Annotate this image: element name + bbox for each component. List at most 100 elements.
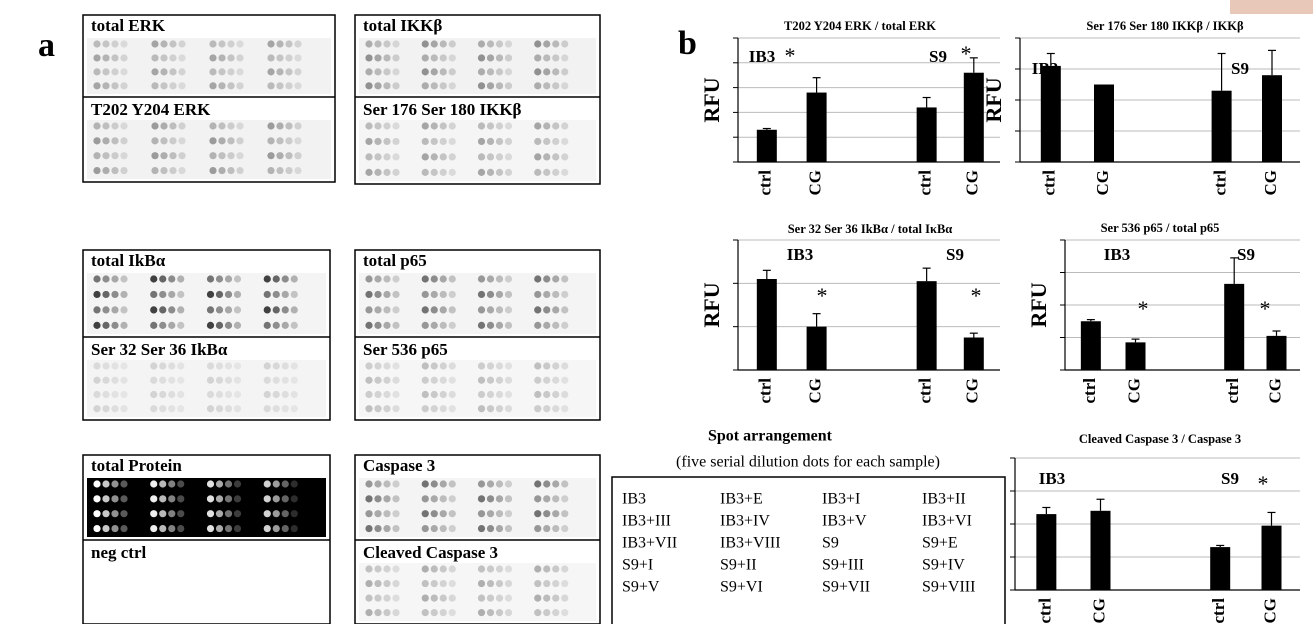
y-axis-label: RFU [981, 77, 1006, 122]
blot-dot [111, 306, 118, 313]
blot-dot [111, 54, 118, 61]
blot-dot [294, 82, 301, 89]
blot-dot [505, 480, 512, 487]
blot-dot [267, 122, 274, 129]
blot-dot [159, 405, 166, 412]
blot-dot [422, 362, 429, 369]
blot-dot [374, 405, 381, 412]
blot-dot [209, 152, 216, 159]
blot-dot [505, 138, 512, 145]
blot-label: T202 Y204 ERK [91, 100, 211, 119]
blot-dot [487, 377, 494, 384]
blot-dot [160, 122, 167, 129]
blot-dot [505, 525, 512, 532]
blot-dot [487, 153, 494, 160]
blot-dot [120, 405, 127, 412]
blot-dot [151, 152, 158, 159]
blot-dot [374, 594, 381, 601]
table-cell: S9+VIII [922, 579, 975, 596]
x-tick-label: CG [1265, 378, 1284, 404]
table-cell: S9+V [622, 579, 660, 596]
chart-title: T202 Y204 ERK / total ERK [784, 19, 936, 33]
blot-label: Cleaved Caspase 3 [363, 543, 498, 562]
blot-dot [159, 362, 166, 369]
blot-dot [93, 306, 100, 313]
blot-dot [111, 495, 118, 502]
blot-dot [216, 495, 223, 502]
bar [757, 279, 777, 370]
blot-dot [392, 609, 399, 616]
blot-dot [160, 54, 167, 61]
blot-dot [422, 54, 429, 61]
blot-label: Ser 176 Ser 180 IKKβ [363, 100, 522, 119]
panel-label: a [38, 27, 55, 64]
blot-dot [431, 153, 438, 160]
blot-dot [374, 480, 381, 487]
bar [807, 327, 827, 370]
blot-dot [478, 306, 485, 313]
blot-dot [225, 525, 232, 532]
blot-dot [449, 495, 456, 502]
blot-dot [383, 580, 390, 587]
blot-dot [374, 291, 381, 298]
blot-dot [150, 291, 157, 298]
blot-dot [431, 122, 438, 129]
blot-dot [225, 377, 232, 384]
blot-dot [225, 275, 232, 282]
blot-dot [422, 169, 429, 176]
bar [1267, 336, 1287, 370]
blot-dot [102, 306, 109, 313]
blot-dot [168, 405, 175, 412]
blot-dot [552, 291, 559, 298]
blot-dot [374, 122, 381, 129]
blot-dot [93, 275, 100, 282]
annotation: * [1138, 296, 1149, 321]
blot-dot [218, 40, 225, 47]
blot-dot [543, 54, 550, 61]
blot-dot [365, 40, 372, 47]
blot-dot [168, 480, 175, 487]
blot-dot [561, 153, 568, 160]
blot-dot [440, 54, 447, 61]
blot-dot [160, 152, 167, 159]
blot-dot [218, 82, 225, 89]
bar [1081, 321, 1101, 370]
blot-dot [440, 391, 447, 398]
blot-dot [267, 137, 274, 144]
blot-dot [487, 68, 494, 75]
blot-dot [449, 291, 456, 298]
blot-dot [374, 54, 381, 61]
blot-dot [534, 138, 541, 145]
blot-dot [374, 565, 381, 572]
blot-dot [273, 391, 280, 398]
blot-dot [273, 362, 280, 369]
blot-dot [543, 525, 550, 532]
blot-dot [496, 306, 503, 313]
blot-dot [449, 594, 456, 601]
blot-dot [561, 525, 568, 532]
blot-dot [216, 510, 223, 517]
blot-dot [282, 322, 289, 329]
blot-dot [431, 525, 438, 532]
blot-dot [449, 82, 456, 89]
blot-dot [392, 580, 399, 587]
bar [1094, 85, 1114, 163]
blot-dot [267, 82, 274, 89]
blot-dot [227, 68, 234, 75]
blot-dot [93, 510, 100, 517]
blot-dot [120, 525, 127, 532]
blot-dot [282, 525, 289, 532]
annotation: IB3 [787, 245, 813, 264]
blot-dot [478, 405, 485, 412]
blot-dot [159, 291, 166, 298]
blot-dot [392, 377, 399, 384]
blot-dot [218, 68, 225, 75]
blot-dot [365, 82, 372, 89]
blot-dot [543, 68, 550, 75]
blot-dot [552, 40, 559, 47]
blot-dot [383, 153, 390, 160]
x-tick-label: ctrl [1211, 170, 1230, 196]
blot-dot [225, 391, 232, 398]
blot-dot [365, 594, 372, 601]
blot-dot [216, 525, 223, 532]
